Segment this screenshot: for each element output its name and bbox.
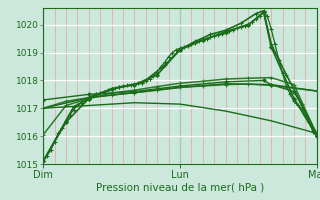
X-axis label: Pression niveau de la mer( hPa ): Pression niveau de la mer( hPa )	[96, 182, 264, 192]
